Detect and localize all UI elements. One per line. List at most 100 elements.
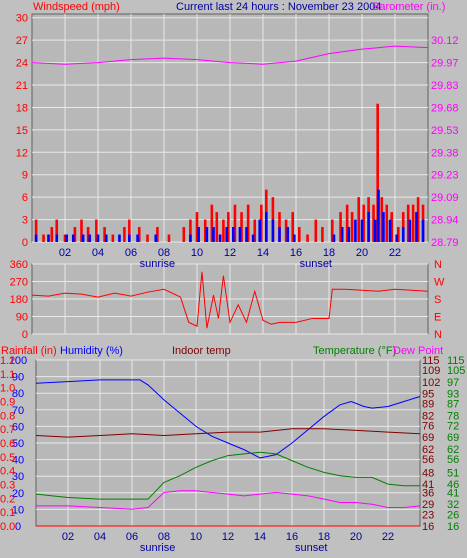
wind-gust-bar — [137, 227, 141, 242]
wind-average-bar — [154, 234, 158, 242]
wind-gust-bar — [195, 212, 199, 242]
humidity-tick-label: 80 — [12, 388, 24, 400]
rainfall-tick-label: 1.0 — [0, 383, 15, 395]
barometer-tick-label: 29.83 — [431, 80, 459, 92]
humidity-tick-label: 90 — [12, 372, 24, 384]
hour-tick-label: 22 — [382, 531, 394, 543]
temperature-tick-label: 82 — [422, 410, 434, 422]
hour-tick-label: 22 — [389, 247, 401, 259]
wind-tick-label: 12 — [16, 147, 28, 159]
wind-gust-bar — [357, 197, 360, 242]
dewpoint-tick-label: 69 — [447, 432, 459, 444]
wind-tick-label: 9 — [22, 170, 28, 182]
wind-gust-bar — [210, 204, 214, 242]
dewpoint-tick-label: 97 — [447, 377, 459, 389]
temperature-tick-label: 89 — [422, 399, 434, 411]
dewpoint-tick-label: 16 — [447, 521, 459, 533]
direction-tick-label: 270 — [10, 277, 28, 289]
wind-gust-bar — [63, 234, 67, 242]
barometer-tick-label: 29.23 — [431, 170, 459, 182]
barometer-tick-label: 28.79 — [431, 237, 459, 249]
dewpoint-tick-label: 32 — [447, 499, 459, 511]
rainfall-axis-title: Rainfall (in) — [1, 345, 57, 357]
indoor-temp-line — [35, 428, 421, 438]
wind-average-bar — [55, 234, 59, 242]
dewpoint-tick-label: 41 — [447, 487, 459, 499]
dewpoint-axis-title: Dew Point — [393, 345, 443, 357]
temperature-tick-label: 36 — [422, 487, 434, 499]
wind-gust-bar — [345, 204, 349, 242]
dewpoint-tick-label: 51 — [447, 467, 459, 479]
wind-tick-label: 0 — [22, 237, 28, 249]
hour-tick-label: 04 — [94, 531, 106, 543]
chart-title: Current last 24 hours : November 23 2004 — [176, 1, 381, 13]
dewpoint-tick-label: 62 — [447, 444, 459, 456]
wind-average-bar — [377, 189, 380, 242]
wind-average-bar — [258, 219, 261, 242]
barometer-tick-label: 29.97 — [431, 58, 459, 70]
rainfall-tick-label: 0.5 — [0, 452, 15, 464]
compass-tick-label: E — [434, 312, 441, 324]
temperature-tick-label: 76 — [422, 420, 434, 432]
barometer-axis-title: Barometer (in.) — [372, 1, 445, 13]
temperature-tick-label: 56 — [422, 454, 434, 466]
dewpoint-tick-label: 115 — [447, 355, 465, 367]
temperature-tick-label: 95 — [422, 389, 434, 401]
hour-tick-label: 14 — [254, 531, 266, 543]
wind-gust-bar — [146, 234, 149, 242]
dewpoint-tick-label: 56 — [447, 454, 459, 466]
wind-average-bar — [395, 234, 398, 242]
wind-gust-bar — [227, 212, 230, 242]
wind-gust-bar — [123, 227, 126, 242]
dew-point-line — [36, 490, 421, 510]
hour-tick-label: 04 — [92, 247, 104, 259]
wind-average-bar — [354, 219, 357, 242]
direction-tick-label: 0 — [22, 329, 28, 341]
wind-tick-label: 27 — [16, 35, 28, 47]
wind-average-bar — [401, 227, 405, 242]
wind-gust-bar — [339, 212, 342, 242]
compass-tick-label: N — [434, 329, 442, 341]
wind-average-bar — [415, 212, 418, 242]
wind-average-bar — [81, 234, 85, 242]
wind-gust-bar — [240, 212, 243, 242]
wind-average-bar — [293, 234, 296, 242]
wind-tick-label: 3 — [22, 215, 28, 227]
wind-gust-bar — [380, 197, 384, 242]
temperature-tick-label: 23 — [422, 509, 434, 521]
rainfall-tick-label: 0.0 — [0, 521, 15, 533]
temperature-axis-title: Temperature (°F) — [313, 345, 396, 357]
wind-average-bar — [88, 234, 92, 242]
wind-tick-label: 15 — [16, 125, 28, 137]
temperature-f-line — [35, 451, 420, 500]
hour-tick-label: 10 — [191, 247, 203, 259]
direction-tick-label: 90 — [16, 312, 28, 324]
rainfall-tick-label: 0.1 — [0, 507, 15, 519]
wind-average-bar — [104, 234, 108, 242]
dewpoint-tick-label: 78 — [447, 410, 459, 422]
wind-gust-bar — [215, 212, 219, 242]
wind-gust-bar — [103, 227, 106, 242]
humidity-axis-title: Humidity (%) — [60, 345, 123, 357]
compass-tick-label: S — [434, 294, 441, 306]
hour-tick-label: 18 — [318, 531, 330, 543]
compass-tick-label: W — [434, 277, 445, 289]
rainfall-tick-label: 0.9 — [0, 397, 15, 409]
hour-tick-label: 20 — [356, 247, 368, 259]
wind-average-bar — [332, 234, 336, 242]
rainfall-tick-label: 1.2 — [0, 355, 15, 367]
barometer-tick-label: 29.68 — [431, 102, 459, 114]
barometer-line — [31, 45, 429, 65]
humidity-tick-label: 50 — [12, 438, 24, 450]
wind-gust-bar — [376, 103, 379, 242]
hour-tick-label: 12 — [224, 247, 236, 259]
wind-average-bar — [218, 234, 222, 242]
humidity-line — [35, 379, 421, 459]
wind-gust-bar — [246, 204, 250, 242]
wind-tick-label: 18 — [16, 102, 28, 114]
wind-gust-bar — [314, 219, 318, 242]
wind-tick-label: 6 — [22, 192, 28, 204]
wind-average-bar — [189, 234, 192, 242]
wind-gust-bar — [55, 219, 59, 242]
dewpoint-tick-label: 87 — [447, 399, 459, 411]
